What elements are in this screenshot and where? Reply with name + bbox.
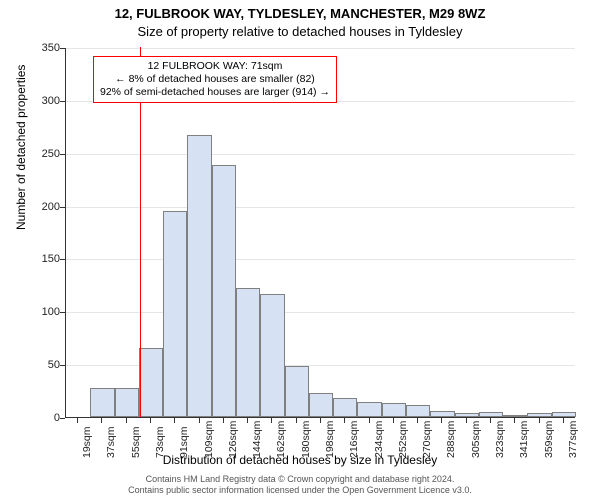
footer-attribution: Contains HM Land Registry data © Crown c… xyxy=(0,474,600,496)
annotation-line1: 12 FULBROOK WAY: 71sqm xyxy=(100,60,330,73)
y-tick-label: 100 xyxy=(25,306,60,318)
y-tick-label: 200 xyxy=(25,201,60,213)
grid-line xyxy=(66,154,575,155)
x-tick-mark xyxy=(150,418,151,423)
annotation-line3: 92% of semi-detached houses are larger (… xyxy=(100,86,330,99)
annotation-line2: ← 8% of detached houses are smaller (82) xyxy=(100,73,330,86)
bar xyxy=(309,393,333,417)
y-tick-mark xyxy=(60,207,65,208)
x-tick-label: 19sqm xyxy=(81,426,93,458)
bar xyxy=(357,402,381,417)
x-tick-mark xyxy=(271,418,272,423)
x-tick-mark xyxy=(126,418,127,423)
x-tick-mark xyxy=(490,418,491,423)
x-tick-mark xyxy=(514,418,515,423)
x-tick-label: 377sqm xyxy=(567,421,579,458)
x-tick-label: 180sqm xyxy=(300,421,312,458)
x-tick-label: 252sqm xyxy=(397,421,409,458)
y-tick-label: 250 xyxy=(25,148,60,160)
chart-title-line2: Size of property relative to detached ho… xyxy=(0,24,600,39)
bar xyxy=(115,388,139,417)
x-tick-mark xyxy=(393,418,394,423)
bar xyxy=(479,412,503,417)
grid-line xyxy=(66,207,575,208)
x-tick-mark xyxy=(174,418,175,423)
x-tick-label: 162sqm xyxy=(275,421,287,458)
bar xyxy=(406,405,430,417)
bar xyxy=(236,288,260,417)
y-tick-label: 150 xyxy=(25,253,60,265)
x-tick-label: 270sqm xyxy=(421,421,433,458)
x-tick-label: 305sqm xyxy=(470,421,482,458)
bar xyxy=(212,165,236,417)
y-tick-mark xyxy=(60,259,65,260)
bar xyxy=(139,348,163,417)
bar xyxy=(260,294,284,417)
x-tick-mark xyxy=(247,418,248,423)
x-tick-mark xyxy=(417,418,418,423)
y-tick-mark xyxy=(60,48,65,49)
x-tick-mark xyxy=(101,418,102,423)
x-tick-mark xyxy=(199,418,200,423)
y-tick-mark xyxy=(60,312,65,313)
bar xyxy=(455,413,479,417)
x-tick-label: 288sqm xyxy=(445,421,457,458)
x-tick-mark xyxy=(466,418,467,423)
bar xyxy=(430,411,454,417)
x-tick-label: 198sqm xyxy=(324,421,336,458)
bar xyxy=(527,413,551,417)
x-tick-mark xyxy=(441,418,442,423)
y-tick-label: 50 xyxy=(25,359,60,371)
bar xyxy=(333,398,357,417)
annotation-box: 12 FULBROOK WAY: 71sqm← 8% of detached h… xyxy=(93,56,337,103)
x-tick-mark xyxy=(223,418,224,423)
grid-line xyxy=(66,48,575,49)
x-tick-label: 234sqm xyxy=(373,421,385,458)
bar xyxy=(285,366,309,417)
x-tick-label: 359sqm xyxy=(543,421,555,458)
y-tick-mark xyxy=(60,418,65,419)
y-tick-label: 300 xyxy=(25,95,60,107)
y-tick-mark xyxy=(60,154,65,155)
bar xyxy=(552,412,576,417)
x-tick-label: 37sqm xyxy=(105,426,117,458)
x-tick-label: 144sqm xyxy=(251,421,263,458)
x-tick-label: 109sqm xyxy=(203,421,215,458)
bar xyxy=(503,415,527,417)
grid-line xyxy=(66,259,575,260)
bar xyxy=(382,403,406,417)
x-tick-label: 73sqm xyxy=(154,426,166,458)
chart-title-line1: 12, FULBROOK WAY, TYLDESLEY, MANCHESTER,… xyxy=(0,6,600,21)
y-tick-label: 350 xyxy=(25,42,60,54)
x-tick-mark xyxy=(344,418,345,423)
x-tick-label: 323sqm xyxy=(494,421,506,458)
bar xyxy=(187,135,211,417)
x-tick-label: 91sqm xyxy=(178,426,190,458)
y-tick-mark xyxy=(60,365,65,366)
x-tick-mark xyxy=(369,418,370,423)
x-tick-label: 216sqm xyxy=(348,421,360,458)
bar xyxy=(90,388,114,417)
y-tick-mark xyxy=(60,101,65,102)
x-tick-mark xyxy=(320,418,321,423)
footer-line2: Contains public sector information licen… xyxy=(0,485,600,496)
footer-line1: Contains HM Land Registry data © Crown c… xyxy=(0,474,600,485)
x-tick-mark xyxy=(77,418,78,423)
x-tick-mark xyxy=(563,418,564,423)
x-tick-mark xyxy=(296,418,297,423)
bar xyxy=(163,211,187,417)
x-tick-label: 126sqm xyxy=(227,421,239,458)
plot-area xyxy=(65,48,575,418)
x-tick-label: 341sqm xyxy=(518,421,530,458)
x-tick-mark xyxy=(539,418,540,423)
grid-line xyxy=(66,312,575,313)
y-tick-label: 0 xyxy=(25,412,60,424)
x-tick-label: 55sqm xyxy=(130,426,142,458)
